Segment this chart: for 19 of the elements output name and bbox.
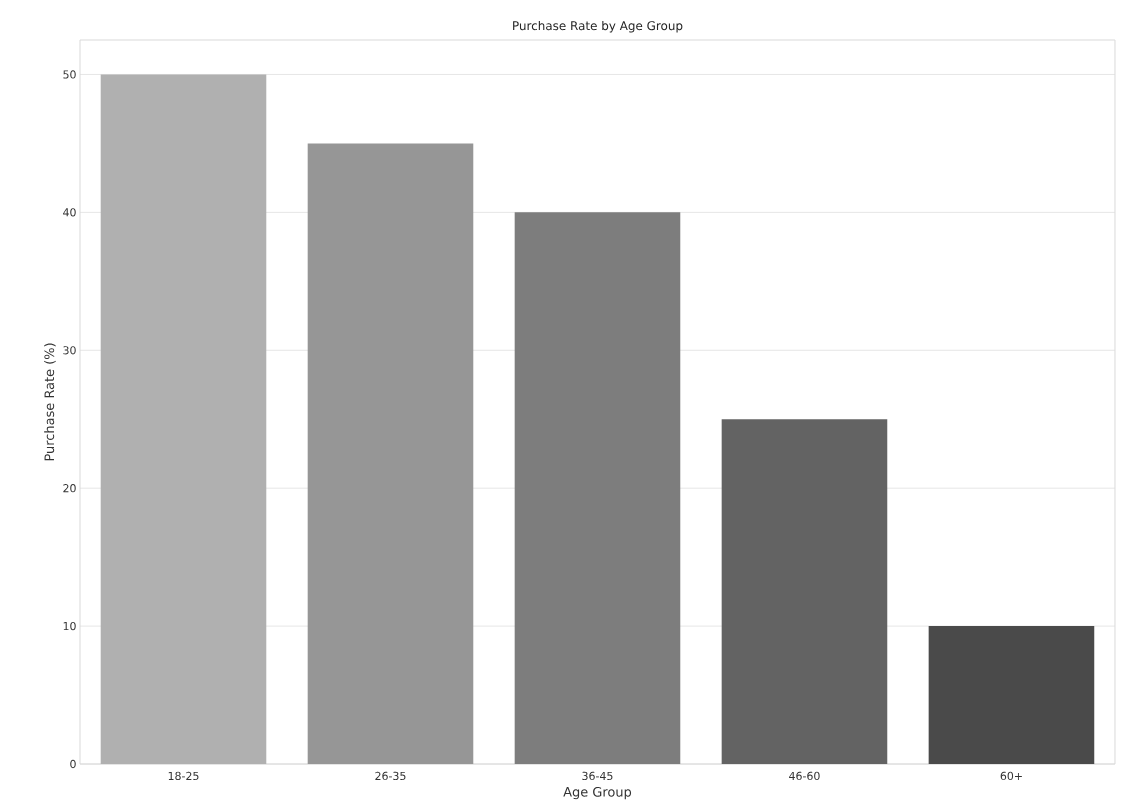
y-tick-label: 50 [63, 70, 76, 79]
x-tick-label: 36-45 [582, 771, 613, 781]
y-axis-title: Purchase Rate (%) [44, 343, 56, 461]
y-tick-label: 0 [70, 759, 76, 769]
bar [721, 419, 888, 764]
bar [928, 626, 1095, 764]
y-tick-label: 10 [63, 621, 76, 631]
x-axis-title: Age Group [563, 786, 632, 800]
y-tick-label: 40 [63, 208, 76, 217]
y-tick-label: 20 [63, 484, 76, 493]
bar [514, 212, 681, 764]
x-tick-label: 26-35 [375, 771, 406, 781]
chart-title: Purchase Rate by Age Group [513, 20, 683, 33]
bar [307, 143, 474, 764]
x-tick-label: 18-25 [168, 771, 199, 781]
x-tick-label: 60+ [1000, 771, 1022, 781]
x-tick-label: 46-60 [789, 771, 820, 781]
y-tick-label: 30 [63, 346, 76, 355]
bar [100, 74, 267, 764]
